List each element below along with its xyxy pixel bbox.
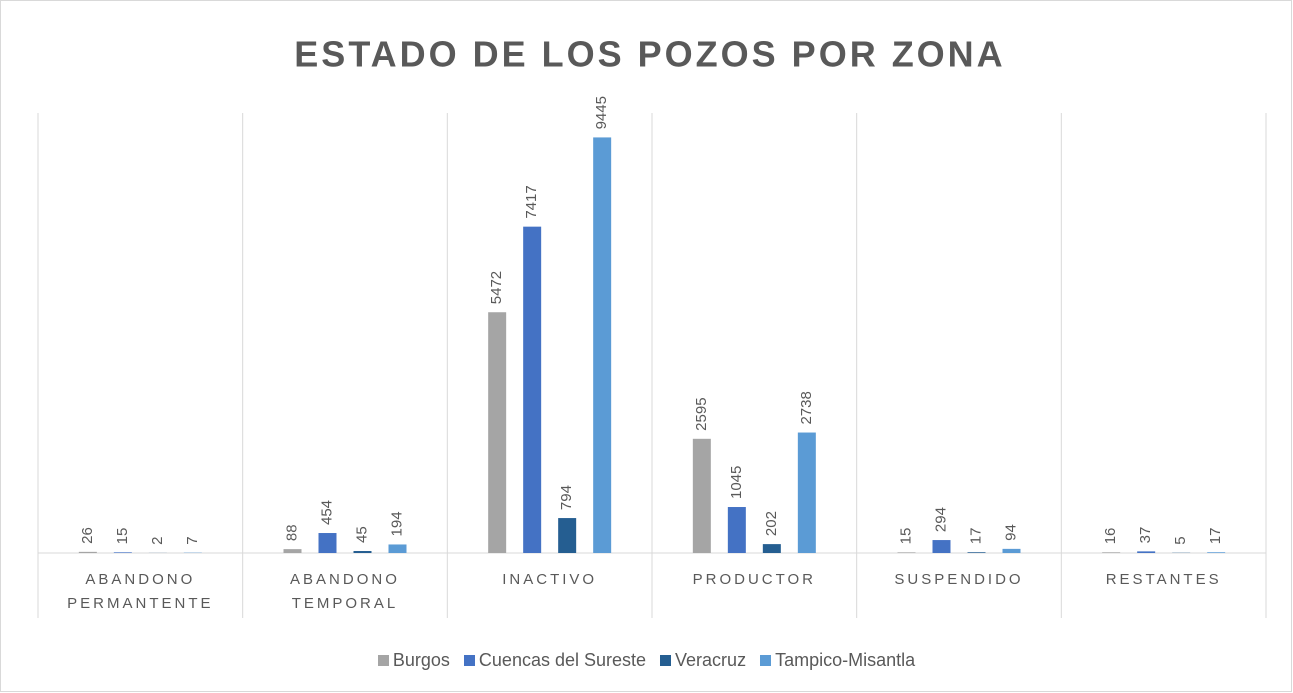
x-tick-label: SUSPENDIDO — [894, 571, 1024, 588]
x-tick-label: PRODUCTOR — [692, 571, 817, 588]
data-label: 37 — [1137, 527, 1154, 544]
legend-item: Tampico-Misantla — [760, 650, 915, 671]
data-label: 202 — [763, 511, 780, 536]
data-label: 17 — [1207, 528, 1224, 545]
bar — [558, 518, 577, 553]
data-label: 294 — [932, 507, 949, 532]
bar — [762, 544, 781, 553]
data-label: 5 — [1172, 536, 1189, 544]
bar — [1137, 551, 1156, 553]
bar — [932, 540, 951, 553]
bar — [593, 137, 612, 554]
data-label: 794 — [558, 485, 575, 510]
legend-label: Burgos — [392, 650, 450, 670]
data-label: 7 — [184, 536, 201, 544]
legend-item: Cuencas del Sureste — [463, 650, 647, 671]
legend-swatch — [760, 655, 772, 666]
bar — [318, 533, 337, 553]
bar — [283, 549, 302, 553]
data-label: 7417 — [523, 185, 540, 218]
bar — [113, 552, 132, 553]
data-label: 454 — [318, 500, 335, 525]
legend-item: Veracruz — [660, 650, 746, 671]
bar — [967, 552, 986, 553]
data-label: 9445 — [593, 96, 610, 129]
data-label: 5472 — [488, 271, 505, 304]
data-label: 1045 — [728, 466, 745, 499]
data-label: 2 — [149, 537, 166, 545]
legend-swatch — [660, 655, 672, 666]
x-tick-label: ABANDONO PERMANTENTE — [67, 571, 214, 612]
bar — [1207, 552, 1226, 553]
bar — [523, 226, 542, 554]
data-label: 88 — [283, 524, 300, 541]
data-label: 15 — [897, 528, 914, 545]
chart-title: ESTADO DE LOS POZOS POR ZONA — [294, 34, 1005, 75]
data-label: 94 — [1002, 524, 1019, 541]
data-label: 17 — [967, 528, 984, 545]
data-label: 2738 — [798, 391, 815, 424]
legend-item: Burgos — [377, 650, 450, 671]
bar — [78, 551, 97, 553]
data-label: 2595 — [693, 397, 710, 430]
data-label: 194 — [388, 511, 405, 536]
data-label: 45 — [353, 526, 370, 543]
legend-label: Cuencas del Sureste — [478, 650, 647, 670]
data-label: 16 — [1102, 528, 1119, 545]
x-tick-label: INACTIVO — [502, 571, 598, 588]
bar — [488, 312, 507, 553]
bar — [897, 552, 916, 553]
data-label: 15 — [114, 528, 131, 545]
x-tick-label: RESTANTES — [1105, 571, 1222, 588]
x-tick-label: ABANDONO TEMPORAL — [290, 571, 400, 612]
bar — [692, 438, 711, 553]
legend: Burgos Cuencas del Sureste Veracruz Tampico… — [0, 650, 1293, 671]
legend-swatch — [463, 655, 475, 666]
data-label: 26 — [79, 527, 96, 544]
bar — [797, 432, 816, 553]
legend-label: Tampico-Misantla — [775, 650, 916, 670]
bar — [1002, 548, 1021, 553]
bar — [353, 551, 372, 553]
bar — [1102, 552, 1121, 553]
legend-swatch — [377, 655, 389, 666]
bar — [388, 544, 407, 553]
legend-label: Veracruz — [675, 650, 747, 670]
bar — [727, 507, 746, 553]
